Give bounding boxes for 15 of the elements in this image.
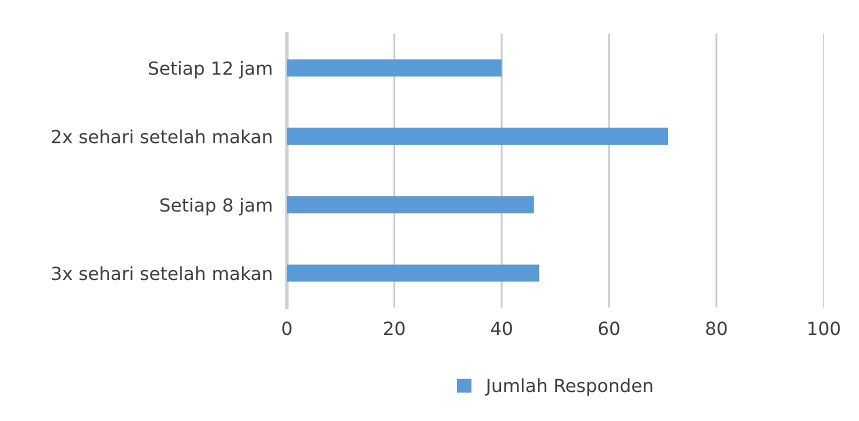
x-tick-label: 60 [598, 322, 620, 336]
bar [286, 196, 534, 214]
bar [286, 128, 668, 145]
bar [286, 264, 540, 282]
legend-label: Jumlah Responden [484, 378, 652, 396]
x-tick-label: 20 [384, 322, 405, 336]
y-tick-label: 2x sehari setelah makan [52, 129, 272, 144]
x-tick-label: 40 [491, 322, 512, 336]
x-tick-label: 80 [706, 322, 727, 336]
y-tick-label: Setiap 12 jam [148, 61, 272, 78]
x-tick-label: 100 [808, 322, 840, 336]
bar [286, 59, 502, 76]
x-tick-label: 0 [282, 322, 292, 336]
y-tick-label: 3x sehari setelah makan [52, 266, 272, 280]
y-tick-label: Setiap 8 jam [160, 198, 272, 216]
